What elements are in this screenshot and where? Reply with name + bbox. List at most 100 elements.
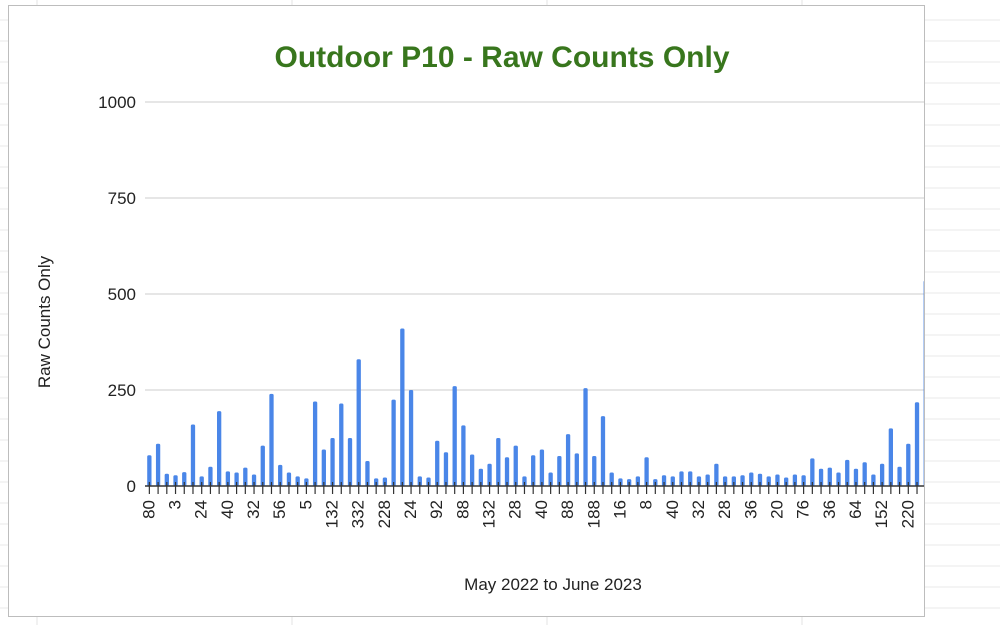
x-tick-label: 92 — [427, 500, 446, 519]
bar — [478, 468, 483, 486]
y-tick-label: 0 — [127, 477, 136, 496]
x-tick-label: 32 — [244, 500, 263, 519]
bar — [155, 443, 161, 486]
x-tick-label: 40 — [218, 500, 237, 519]
bar — [513, 445, 518, 486]
bar — [208, 466, 213, 486]
bar — [914, 402, 920, 486]
x-tick-label: 132 — [323, 500, 342, 528]
x-tick-label: 132 — [480, 500, 499, 528]
x-tick-label: 8 — [637, 500, 656, 509]
bar — [173, 475, 178, 486]
bar — [365, 461, 370, 486]
x-tick-label: 24 — [192, 500, 211, 519]
bar — [417, 476, 422, 486]
y-tick-label: 500 — [108, 285, 136, 304]
x-tick-label: 220 — [898, 500, 917, 528]
bar — [487, 463, 492, 486]
chart-title: Outdoor P10 - Raw Counts Only — [274, 41, 729, 74]
bar — [827, 467, 832, 486]
bar — [461, 425, 466, 486]
bar — [347, 438, 353, 486]
bar — [906, 443, 911, 486]
bar — [217, 411, 222, 486]
bar — [679, 471, 684, 486]
x-tick-label: 16 — [610, 500, 629, 519]
bar — [722, 476, 728, 486]
bar — [609, 472, 614, 486]
bar — [548, 472, 553, 486]
bar — [644, 457, 649, 486]
bar — [496, 438, 501, 486]
bar — [243, 467, 248, 486]
gridlines — [145, 101, 924, 391]
bar — [670, 476, 675, 486]
x-tick-label: 228 — [375, 500, 394, 528]
bar — [391, 399, 396, 486]
x-tick-label: 40 — [663, 500, 682, 519]
bar — [278, 464, 283, 486]
bar — [330, 438, 335, 486]
x-tick-label: 28 — [715, 500, 734, 519]
bar — [583, 388, 588, 486]
bar — [147, 455, 152, 486]
bar — [400, 328, 405, 486]
x-tick-label: 3 — [166, 500, 185, 509]
x-axis-label: May 2022 to June 2023 — [464, 575, 642, 594]
x-axis — [145, 482, 924, 494]
bar — [696, 476, 702, 486]
bar — [408, 390, 414, 486]
x-tick-label: 76 — [794, 500, 813, 519]
chart-container[interactable]: 0 250 500 750 1000 80 3 24 40 32 56 5 132 332 228 24 92… — [8, 5, 925, 617]
bar — [356, 359, 361, 486]
bar — [251, 474, 257, 486]
bar — [312, 401, 318, 486]
x-tick-label: 332 — [349, 500, 368, 528]
bar — [836, 472, 841, 486]
x-tick-label: 56 — [270, 500, 289, 519]
bar — [269, 393, 274, 486]
bar — [321, 449, 326, 486]
bar — [260, 445, 265, 486]
y-tick-label: 1000 — [98, 93, 136, 112]
bar — [688, 471, 693, 486]
chart-canvas: 0 250 500 750 1000 80 3 24 40 32 56 5 132 332 228 24 92… — [35, 41, 924, 594]
bar — [592, 456, 597, 486]
bar — [635, 476, 641, 486]
bar — [469, 454, 475, 486]
bar — [784, 477, 789, 486]
bar — [888, 428, 893, 486]
bar — [705, 474, 710, 486]
x-tick-label: 64 — [846, 500, 865, 519]
bar — [871, 474, 876, 486]
bar — [731, 476, 736, 486]
x-tick-label: 36 — [741, 500, 760, 519]
bar — [199, 476, 204, 486]
x-tick-label: 24 — [401, 500, 420, 519]
bar — [574, 453, 579, 486]
bar — [190, 424, 196, 486]
bar — [714, 463, 719, 486]
bar — [565, 434, 571, 486]
bars — [147, 281, 924, 486]
bar — [234, 472, 239, 486]
bar — [295, 476, 300, 486]
x-tick-label: 88 — [453, 500, 472, 519]
bar — [792, 474, 798, 486]
bar — [740, 475, 745, 486]
x-tick-label: 188 — [584, 500, 603, 528]
bar — [557, 456, 562, 486]
bar — [862, 462, 867, 486]
bar — [661, 475, 667, 486]
bar — [757, 473, 763, 486]
bar — [225, 471, 231, 486]
bar — [845, 459, 850, 486]
bar — [531, 455, 536, 486]
y-tick-label: 750 — [108, 189, 136, 208]
bar — [443, 452, 449, 486]
y-axis-label: Raw Counts Only — [35, 255, 54, 388]
x-tick-label: 20 — [767, 500, 786, 519]
bar — [801, 475, 806, 486]
bar — [286, 472, 292, 486]
y-tick-label: 250 — [108, 381, 136, 400]
